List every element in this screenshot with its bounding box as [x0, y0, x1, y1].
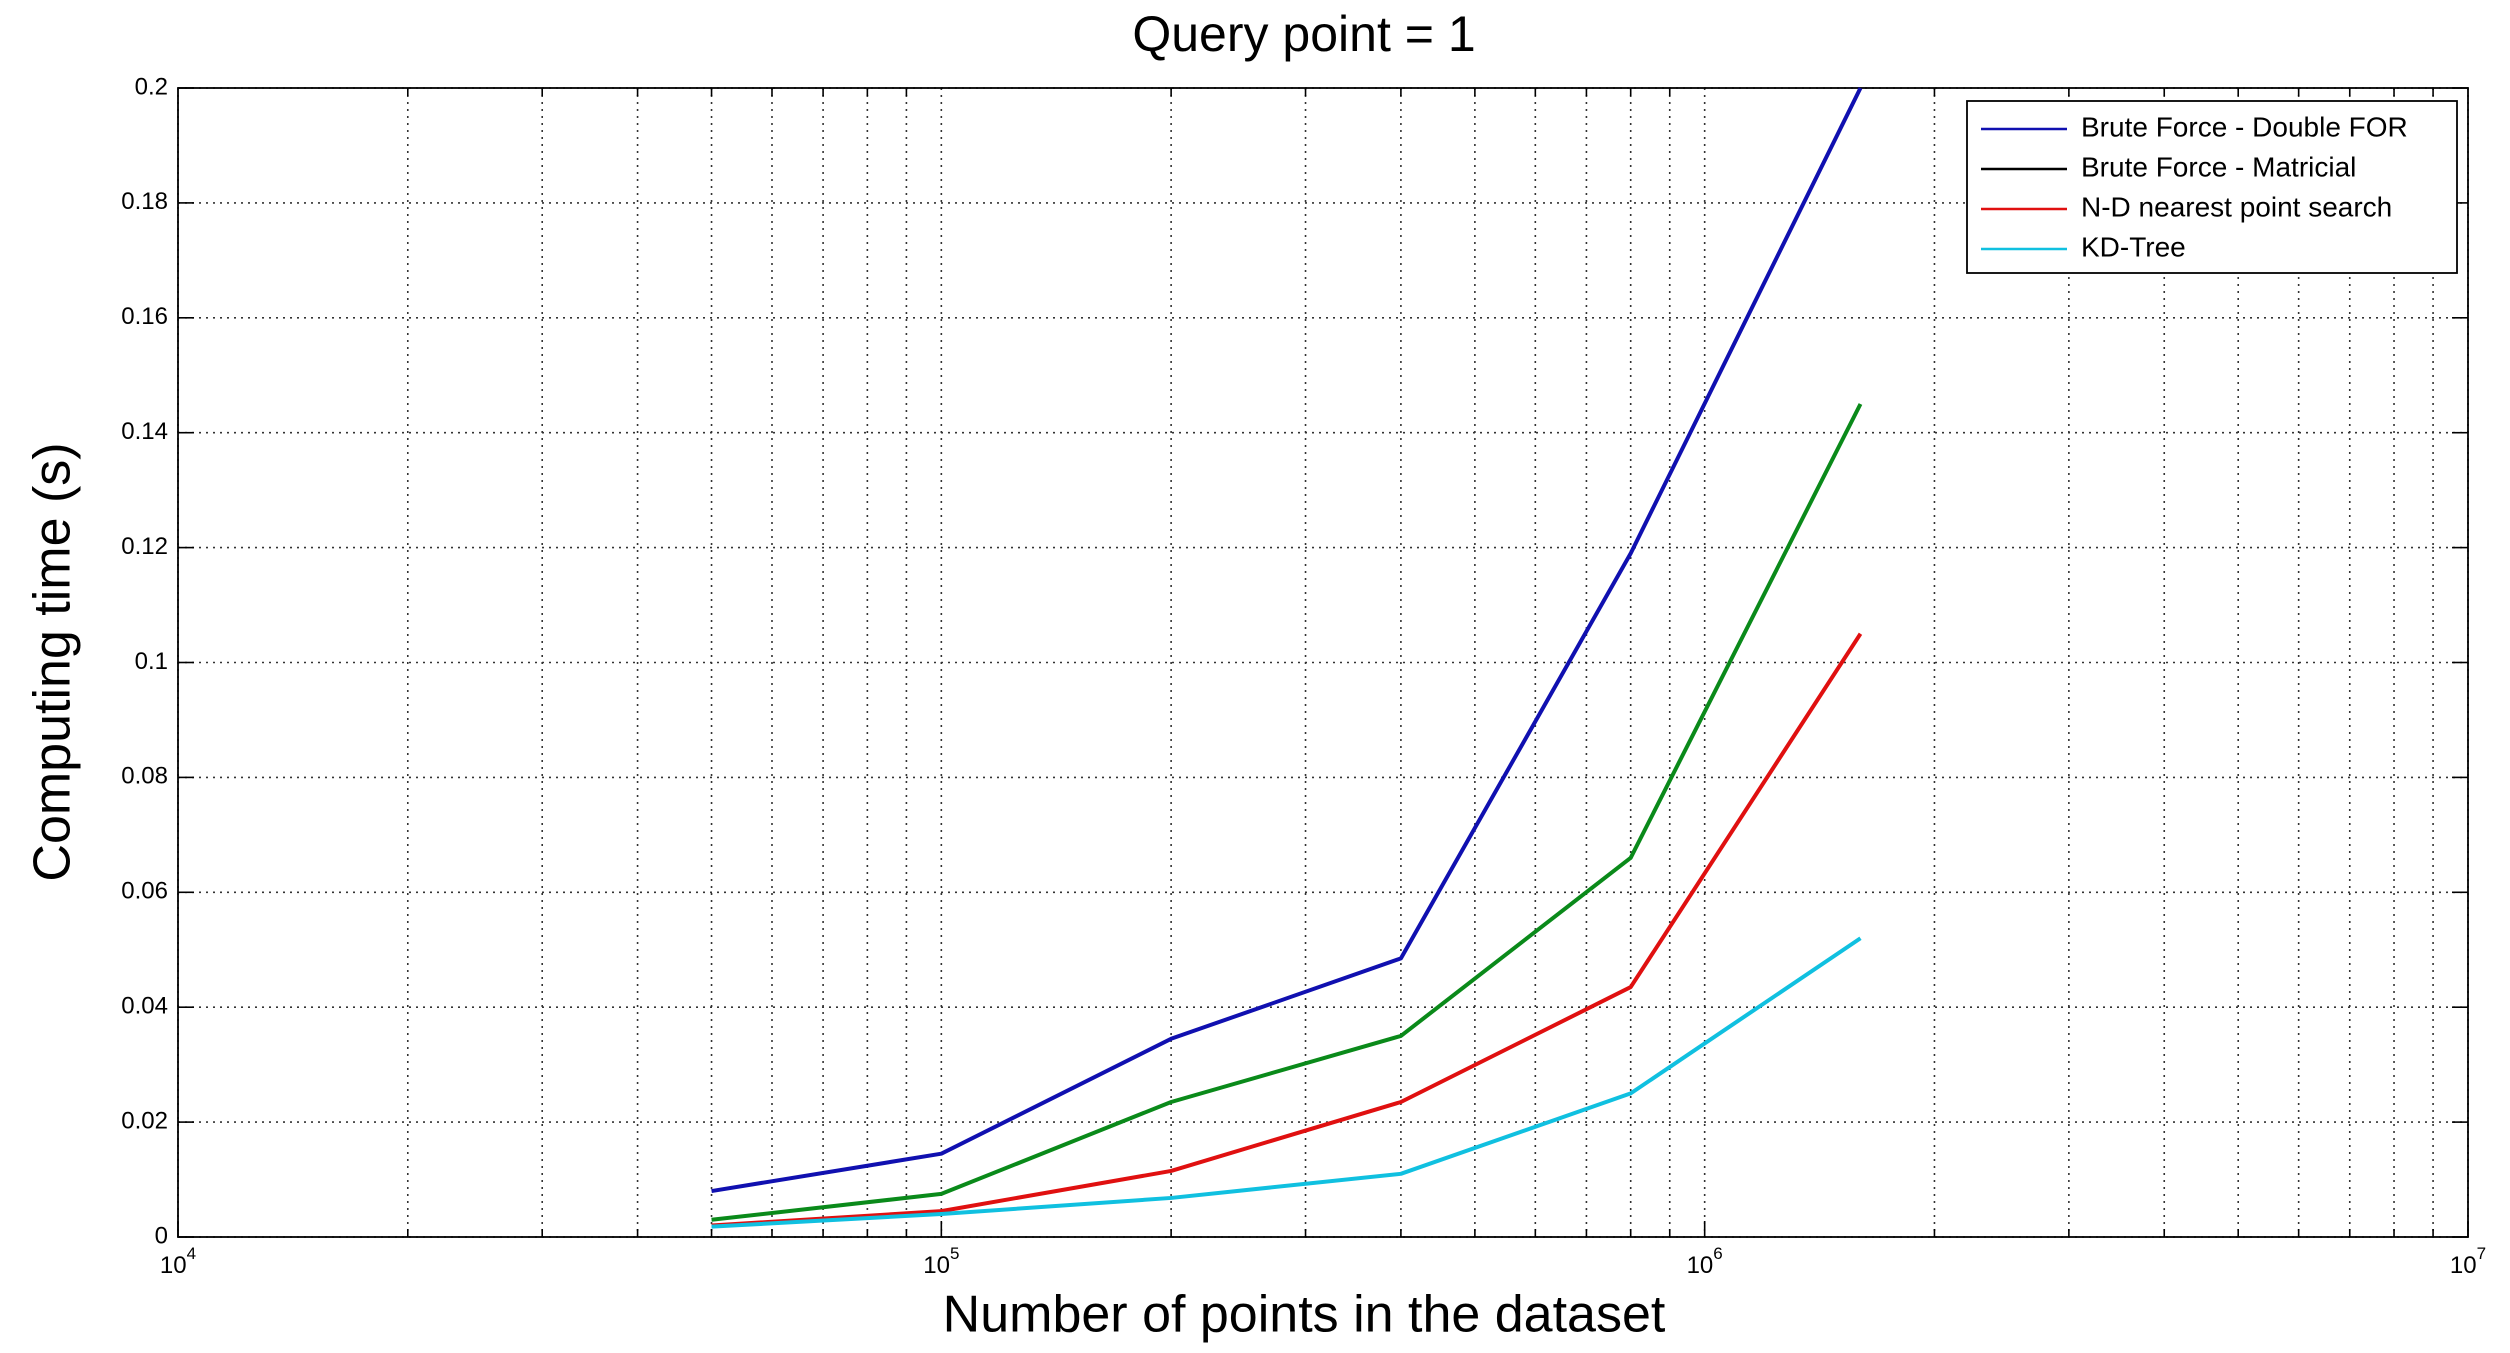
chart-title: Query point = 1 [1132, 6, 1475, 62]
y-tick-label: 0.14 [121, 418, 168, 445]
plot-area [178, 88, 2468, 1237]
x-axis-label: Number of points in the dataset [943, 1286, 1666, 1344]
y-axis-label: Computing time (s) [24, 442, 82, 881]
x-tick-base: 10 [923, 1252, 950, 1279]
x-tick-exponent: 7 [2477, 1244, 2486, 1263]
legend-label: Brute Force - Double FOR [2081, 111, 2408, 142]
x-tick-label: 104 [160, 1244, 196, 1279]
y-tick-label: 0.08 [121, 763, 168, 790]
x-tick-base: 10 [160, 1252, 187, 1279]
x-tick-label: 107 [2450, 1244, 2486, 1279]
y-tick-label: 0.1 [135, 648, 168, 675]
x-tick-exponent: 6 [1713, 1244, 1722, 1263]
x-tick-base: 10 [1687, 1252, 1714, 1279]
x-tick-label: 105 [923, 1244, 959, 1279]
series-line [711, 936, 1862, 1229]
series-line [711, 632, 1863, 1228]
legend-label: KD-Tree [2081, 231, 2186, 262]
y-tick-label: 0.04 [121, 993, 168, 1020]
y-tick-label: 0.16 [121, 303, 168, 330]
y-tick-label: 0 [155, 1222, 168, 1249]
y-tick-label: 0.02 [121, 1107, 168, 1134]
x-tick-exponent: 5 [950, 1244, 959, 1263]
legend-label: Brute Force - Matricial [2081, 151, 2356, 182]
series-line [711, 403, 1863, 1222]
x-tick-label: 106 [1687, 1244, 1723, 1279]
y-tick-label: 0.18 [121, 188, 168, 215]
x-tick-base: 10 [2450, 1252, 2477, 1279]
y-tick-label: 0.06 [121, 878, 168, 905]
plot-frame [177, 87, 2469, 1238]
y-tick-label: 0.2 [135, 73, 168, 100]
legend-label: N-D nearest point search [2081, 191, 2392, 222]
series-line [711, 87, 1863, 1194]
y-tick-label: 0.12 [121, 533, 168, 560]
x-tick-exponent: 4 [187, 1244, 196, 1263]
